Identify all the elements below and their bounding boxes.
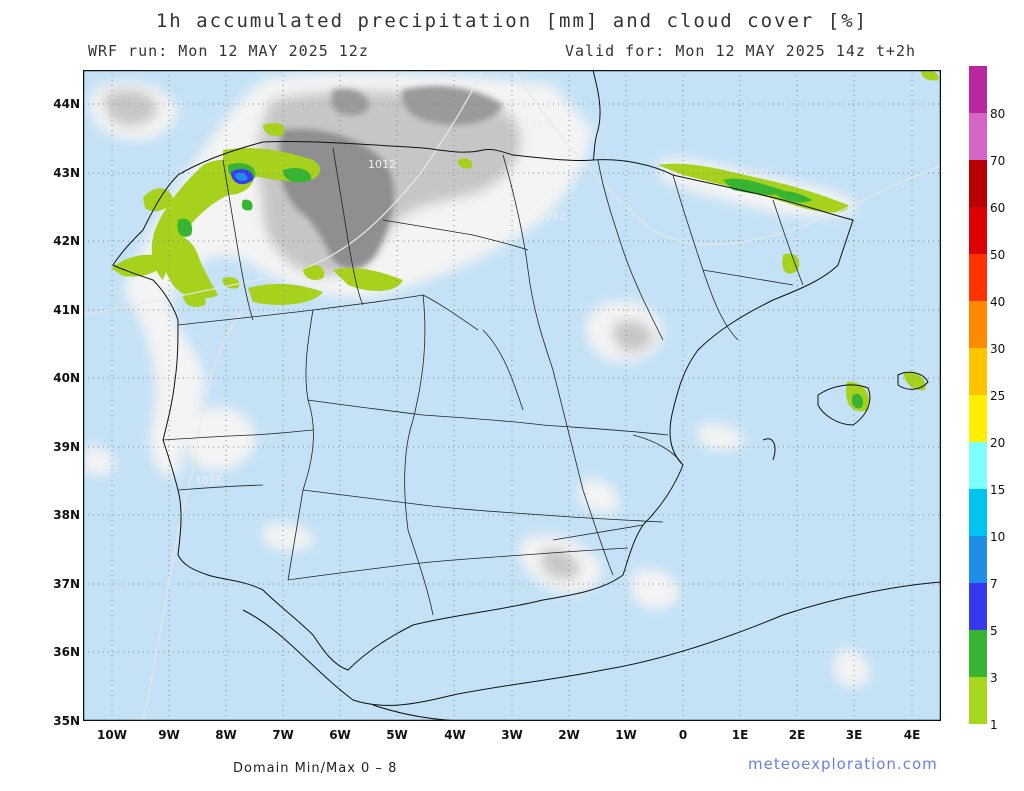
- colorbar-swatch-70: [969, 113, 987, 160]
- lon-label-2w: 2W: [558, 728, 580, 742]
- isobar-label-4: 1016: [195, 474, 223, 487]
- colorbar-label-10: 10: [990, 530, 1006, 544]
- lon-label-10w: 10W: [97, 728, 127, 742]
- colorbar-label-70: 70: [990, 154, 1006, 168]
- lon-label-7w: 7W: [272, 728, 294, 742]
- isobar-label-2: 1012: [538, 210, 566, 223]
- map-panel: 1012 1012 1012 1016: [83, 70, 941, 721]
- lon-label-2e: 2E: [788, 728, 806, 742]
- lat-label-40n: 40N: [53, 371, 80, 385]
- colorbar-label-3: 3: [990, 671, 998, 685]
- colorbar-label-80: 80: [990, 107, 1006, 121]
- chart-title: 1h accumulated precipitation [mm] and cl…: [155, 10, 869, 32]
- isobars: [83, 70, 941, 721]
- colorbar-swatch-20: [969, 395, 987, 442]
- colorbar-label-60: 60: [990, 201, 1006, 215]
- colorbar-swatch-5: [969, 583, 987, 630]
- lon-label-6w: 6W: [329, 728, 351, 742]
- lat-label-36n: 36N: [53, 645, 80, 659]
- lat-label-44n: 44N: [53, 97, 80, 111]
- lat-label-37n: 37N: [53, 577, 80, 591]
- map-frame-border: [83, 70, 941, 721]
- lon-label-3e: 3E: [845, 728, 863, 742]
- lat-label-41n: 41N: [53, 303, 80, 317]
- colorbar-label-1: 1: [990, 718, 998, 732]
- site-credit: meteoexploration.com: [748, 755, 938, 773]
- colorbar-label-5: 5: [990, 624, 998, 638]
- valid-label: Valid for: Mon 12 MAY 2025 14z t+2h: [565, 42, 917, 60]
- lon-label-1w: 1W: [615, 728, 637, 742]
- lat-label-43n: 43N: [53, 166, 80, 180]
- lon-label-9w: 9W: [158, 728, 180, 742]
- colorbar-swatch-50: [969, 207, 987, 254]
- domain-minmax: Domain Min/Max 0 – 8: [233, 761, 398, 776]
- colorbar-swatch-25: [969, 348, 987, 395]
- lon-label-5w: 5W: [386, 728, 408, 742]
- isobar-label-1: 1012: [368, 158, 396, 171]
- colorbar-label-40: 40: [990, 295, 1006, 309]
- lon-label-3w: 3W: [501, 728, 523, 742]
- colorbar-swatch-40: [969, 254, 987, 301]
- lon-label-8w: 8W: [215, 728, 237, 742]
- colorbar-swatch-7: [969, 536, 987, 583]
- regional-borders: [162, 147, 804, 616]
- colorbar-swatch-3: [969, 630, 987, 677]
- run-label: WRF run: Mon 12 MAY 2025 12z: [88, 42, 369, 60]
- coastline: [112, 70, 941, 721]
- colorbar-label-15: 15: [990, 483, 1006, 497]
- colorbar-swatch-10: [969, 489, 987, 536]
- colorbar-label-50: 50: [990, 248, 1006, 262]
- lon-label-4w: 4W: [444, 728, 466, 742]
- lat-label-39n: 39N: [53, 440, 80, 454]
- colorbar-swatch-60: [969, 160, 987, 207]
- lon-label-1e: 1E: [731, 728, 749, 742]
- colorbar-swatch-80: [969, 66, 987, 113]
- colorbar-label-7: 7: [990, 577, 998, 591]
- colorbar-swatch-1: [969, 677, 987, 724]
- precip-5mm: [231, 169, 254, 185]
- lon-label-4e: 4E: [903, 728, 921, 742]
- colorbar-label-20: 20: [990, 436, 1006, 450]
- lat-label-35n: 35N: [53, 714, 80, 728]
- colorbar-swatch-15: [969, 442, 987, 489]
- colorbar-label-25: 25: [990, 389, 1006, 403]
- lat-label-42n: 42N: [53, 234, 80, 248]
- lat-label-38n: 38N: [53, 508, 80, 522]
- lon-label-0: 0: [678, 728, 688, 742]
- map-svg: 1012 1012 1012 1016: [83, 70, 941, 721]
- colorbar-swatch-30: [969, 301, 987, 348]
- colorbar-label-30: 30: [990, 342, 1006, 356]
- map-gridlines: [83, 70, 941, 721]
- isobar-label-3: 1012: [523, 118, 551, 131]
